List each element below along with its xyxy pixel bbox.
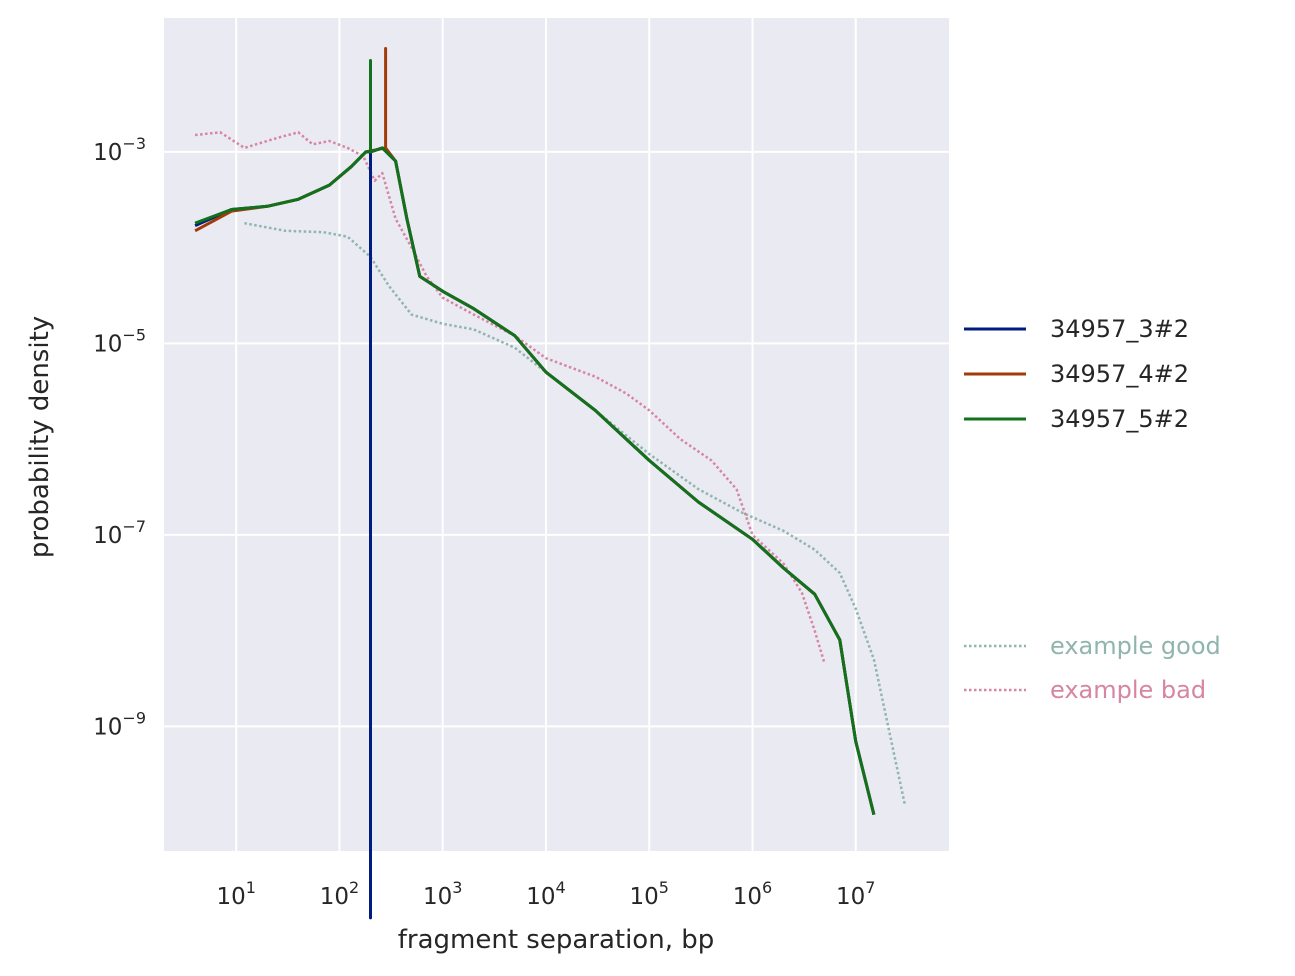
x-tick-base: 10: [216, 884, 245, 910]
legend-label: 34957_5#2: [1050, 405, 1189, 433]
x-tick-base: 10: [526, 884, 555, 910]
legend-label: 34957_4#2: [1050, 360, 1189, 388]
x-tick-base: 10: [320, 884, 349, 910]
y-tick-label: 10−3: [93, 134, 146, 166]
x-tick-exponent: 6: [762, 878, 772, 897]
x-tick-label: 105: [629, 878, 668, 910]
legend-label: example good: [1050, 632, 1221, 660]
legend-label: example bad: [1050, 676, 1206, 704]
y-tick-label: 10−5: [93, 325, 146, 357]
x-tick-base: 10: [423, 884, 452, 910]
y-tick-base: 10: [93, 140, 122, 166]
y-tick-base: 10: [93, 523, 122, 549]
legend-label: 34957_3#2: [1050, 315, 1189, 343]
x-tick-label: 106: [733, 878, 772, 910]
y-axis-label: probability density: [25, 316, 55, 558]
x-tick-base: 10: [733, 884, 762, 910]
x-tick-base: 10: [836, 884, 865, 910]
x-tick-exponent: 7: [865, 878, 875, 897]
grid: [164, 18, 949, 851]
y-tick-exponent: −5: [122, 325, 146, 344]
x-tick-exponent: 1: [246, 878, 256, 897]
x-tick-label: 107: [836, 878, 875, 910]
series-layer: [194, 47, 907, 920]
series-line-example-good: [244, 221, 907, 806]
y-tick-exponent: −9: [122, 708, 146, 727]
y-tick-label: 10−7: [93, 517, 146, 549]
x-axis-label: fragment separation, bp: [398, 925, 714, 955]
y-tick-base: 10: [93, 714, 122, 740]
y-tick-exponent: −7: [122, 517, 146, 536]
x-tick-base: 10: [629, 884, 658, 910]
y-tick-label: 10−9: [93, 708, 146, 740]
y-tick-labels: 10−310−510−710−9: [93, 134, 146, 741]
x-tick-exponent: 2: [349, 878, 359, 897]
x-tick-label: 101: [216, 878, 255, 910]
x-tick-labels: 101 102 103 104 105 106 107: [216, 878, 875, 910]
y-tick-exponent: −3: [122, 134, 146, 153]
series-line-34957-5-2: [194, 59, 876, 815]
y-tick-base: 10: [93, 331, 122, 357]
x-tick-label: 103: [423, 878, 462, 910]
series-line-example-bad: [194, 131, 826, 665]
x-tick-exponent: 5: [659, 878, 669, 897]
x-tick-label: 102: [320, 878, 359, 910]
plot-background: [164, 18, 949, 851]
x-tick-exponent: 4: [556, 878, 566, 897]
x-tick-exponent: 3: [452, 878, 462, 897]
x-tick-label: 104: [526, 878, 565, 910]
